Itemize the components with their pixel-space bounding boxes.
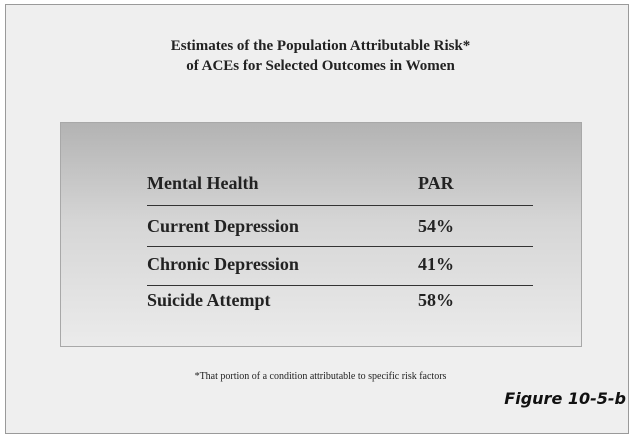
header-cell: PAR	[418, 173, 454, 193]
row-rule	[147, 285, 533, 286]
row-value: 58%	[418, 290, 454, 310]
row-rule	[147, 205, 533, 206]
row-value: 41%	[418, 254, 454, 274]
page: Estimates of the Population Attributable…	[5, 4, 629, 434]
row-label: Current Depression	[147, 216, 299, 236]
row-rule	[147, 246, 533, 247]
row-label: Suicide Attempt	[147, 290, 271, 310]
table-panel	[60, 122, 582, 347]
figure-label: Figure 10-5-b	[504, 389, 626, 408]
title-line: Estimates of the Population Attributable…	[170, 38, 471, 54]
row-value: 54%	[418, 216, 454, 236]
footnote: *That portion of a condition attributabl…	[194, 371, 447, 382]
header-cell: Mental Health	[147, 173, 259, 193]
row-label: Chronic Depression	[147, 254, 299, 274]
title-line: of ACEs for Selected Outcomes in Women	[186, 58, 455, 74]
